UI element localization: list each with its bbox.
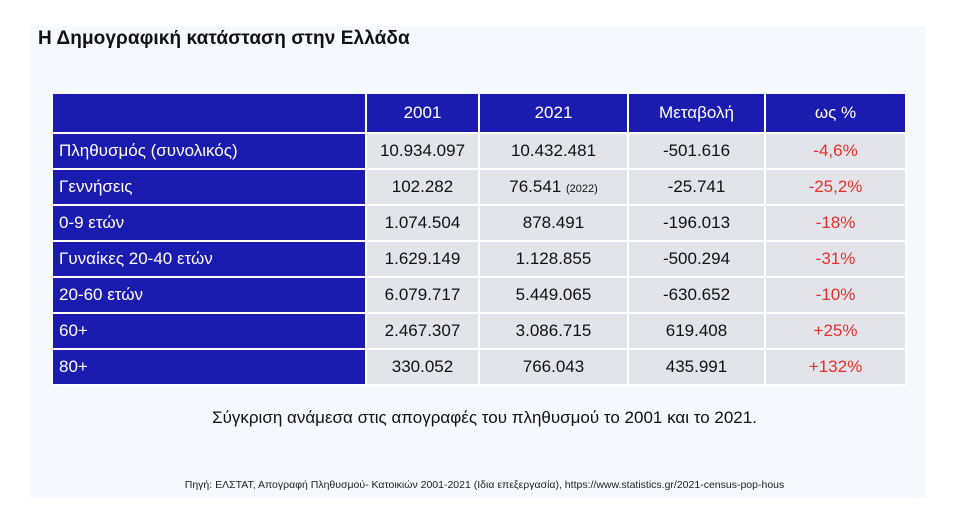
cell-change: -196.013 [628, 205, 766, 242]
cell-2021: 10.432.481 [479, 133, 629, 170]
table-row: 80+ 330.052 766.043 435.991 +132% [53, 349, 907, 386]
cell-percent: -10% [765, 277, 907, 314]
cell-2021-value: 10.432.481 [510, 141, 597, 160]
row-label: Γεννήσεις [53, 169, 367, 206]
cell-2021: 1.128.855 [479, 241, 629, 278]
cell-change: -25.741 [628, 169, 766, 206]
cell-2021: 5.449.065 [479, 277, 629, 314]
cell-2021-value: 5.449.065 [515, 285, 592, 304]
header-cell-percent: ως % [765, 94, 907, 134]
cell-2021: 766.043 [479, 349, 629, 386]
source-note: Πηγή: ΕΛΣΤΑΤ, Απογραφή Πληθυσμού- Κατοικ… [184, 479, 785, 491]
cell-2001: 10.934.097 [366, 133, 480, 170]
table-row: 60+ 2.467.307 3.086.715 619.408 +25% [53, 313, 907, 350]
cell-change: -630.652 [628, 277, 766, 314]
table-row: Γεννήσεις 102.282 76.541 (2022) -25.741 … [53, 169, 907, 206]
table-row: Γυναίκες 20-40 ετών 1.629.149 1.128.855 … [53, 241, 907, 278]
header-cell-2021: 2021 [479, 94, 629, 134]
table-row: Πληθυσμός (συνολικός) 10.934.097 10.432.… [53, 133, 907, 170]
cell-2021: 878.491 [479, 205, 629, 242]
table-caption: Σύγκριση ανάμεσα στις απογραφές του πληθ… [212, 408, 757, 427]
table-row: 0-9 ετών 1.074.504 878.491 -196.013 -18% [53, 205, 907, 242]
cell-2001: 330.052 [366, 349, 480, 386]
cell-percent: +132% [765, 349, 907, 386]
page-title: Η Δημογραφική κατάσταση στην Ελλάδα [38, 28, 410, 49]
table-row: 20-60 ετών 6.079.717 5.449.065 -630.652 … [53, 277, 907, 314]
cell-2021-value: 878.491 [522, 213, 585, 232]
cell-change: 619.408 [628, 313, 766, 350]
cell-2021-value: 1.128.855 [515, 249, 592, 268]
cell-percent: -31% [765, 241, 907, 278]
cell-2021-value: 766.043 [522, 357, 585, 376]
cell-2001: 102.282 [366, 169, 480, 206]
cell-2021-value: 76.541 [509, 177, 562, 196]
row-label: Γυναίκες 20-40 ετών [53, 241, 367, 278]
cell-2021-value: 3.086.715 [515, 321, 592, 340]
header-cell-label [53, 94, 367, 134]
cell-percent: -4,6% [765, 133, 907, 170]
row-label: 0-9 ετών [53, 205, 367, 242]
cell-2001: 1.629.149 [366, 241, 480, 278]
row-label: Πληθυσμός (συνολικός) [53, 133, 367, 170]
cell-percent: +25% [765, 313, 907, 350]
cell-change: -500.294 [628, 241, 766, 278]
header-cell-2001: 2001 [366, 94, 480, 134]
cell-percent: -18% [765, 205, 907, 242]
demographics-table: 2001 2021 Μεταβολή ως % Πληθυσμός (συνολ… [53, 94, 907, 386]
cell-2021: 3.086.715 [479, 313, 629, 350]
table-header-row: 2001 2021 Μεταβολή ως % [53, 94, 907, 134]
cell-change: -501.616 [628, 133, 766, 170]
row-label: 60+ [53, 313, 367, 350]
cell-2001: 2.467.307 [366, 313, 480, 350]
cell-2001: 6.079.717 [366, 277, 480, 314]
cell-2021-note: (2022) [565, 183, 598, 195]
header-cell-change: Μεταβολή [628, 94, 766, 134]
cell-percent: -25,2% [765, 169, 907, 206]
cell-2001: 1.074.504 [366, 205, 480, 242]
cell-2021: 76.541 (2022) [479, 169, 629, 206]
cell-change: 435.991 [628, 349, 766, 386]
row-label: 80+ [53, 349, 367, 386]
row-label: 20-60 ετών [53, 277, 367, 314]
